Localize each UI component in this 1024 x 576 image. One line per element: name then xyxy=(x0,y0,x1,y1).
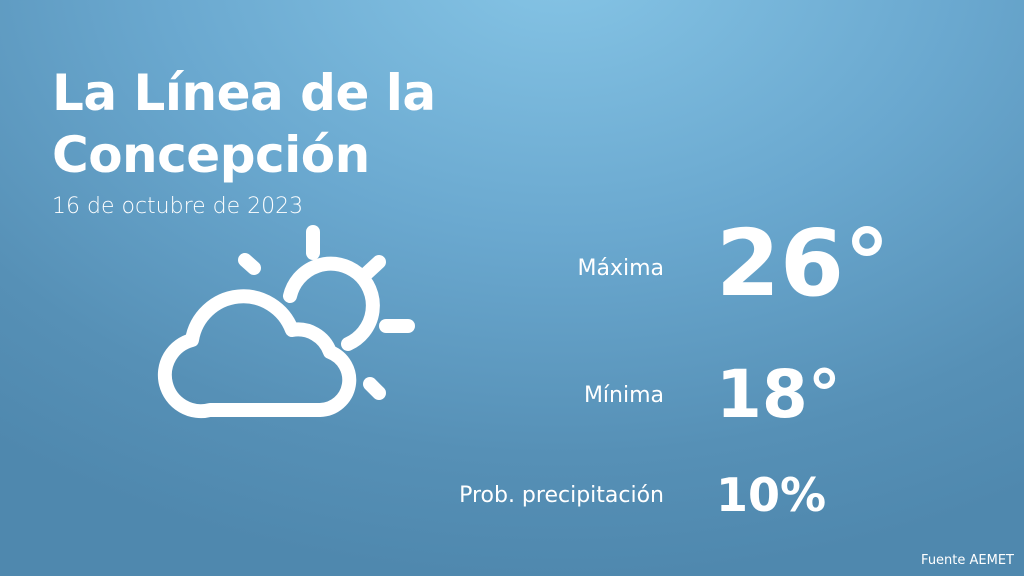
forecast-date: 16 de octubre de 2023 xyxy=(52,194,304,219)
max-label: Máxima xyxy=(577,256,664,281)
source-credit: Fuente AEMET xyxy=(921,553,1014,568)
min-value: 18° xyxy=(716,356,841,433)
min-label: Mínima xyxy=(583,383,664,408)
city-title: La Línea de la Concepción xyxy=(52,64,436,184)
max-value: 26° xyxy=(716,210,891,317)
precip-value: 10% xyxy=(716,468,827,522)
precip-label: Prob. precipitación xyxy=(459,483,664,508)
